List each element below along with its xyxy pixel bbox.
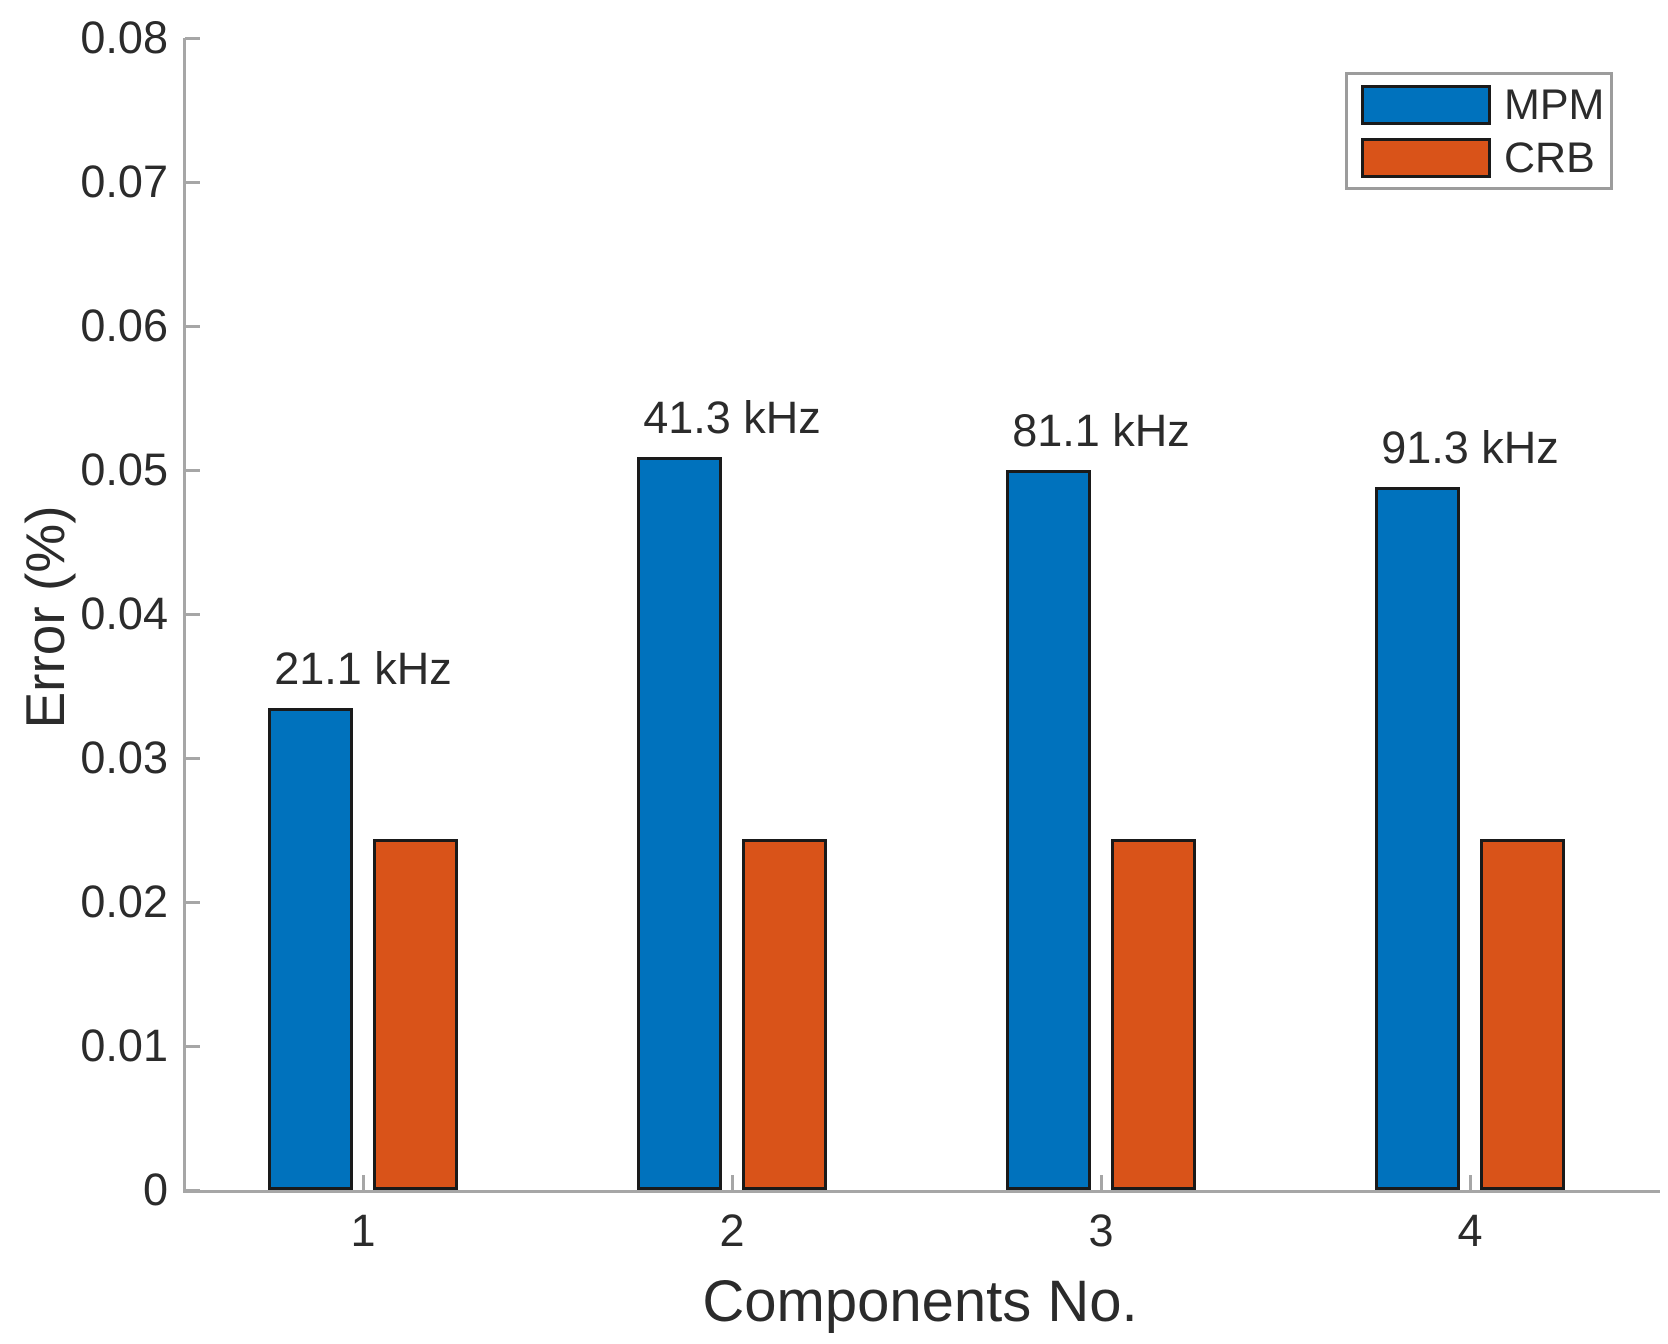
legend-entry-mpm: MPM <box>1361 80 1610 129</box>
bar-mpm-4 <box>1375 487 1460 1190</box>
y-tick-label: 0.06 <box>80 300 168 351</box>
legend-label-crb: CRB <box>1504 133 1595 182</box>
legend-entry-crb: CRB <box>1361 133 1610 182</box>
legend-swatch-mpm <box>1361 84 1491 125</box>
x-tick-label: 2 <box>719 1205 745 1256</box>
y-tick-label: 0.07 <box>80 156 168 207</box>
legend: MPM CRB <box>1345 72 1613 190</box>
y-tick-label: 0 <box>142 1164 168 1215</box>
y-tick <box>185 468 200 472</box>
y-tick <box>185 36 200 40</box>
bar-mpm-1 <box>268 707 353 1190</box>
x-tick <box>361 1175 365 1190</box>
legend-label-mpm: MPM <box>1504 80 1605 129</box>
bar-mpm-3 <box>1006 470 1091 1190</box>
legend-swatch-crb <box>1361 137 1491 178</box>
y-tick <box>185 324 200 328</box>
y-axis-spine <box>183 38 186 1193</box>
bar-crb-2 <box>742 838 827 1190</box>
x-tick <box>730 1175 734 1190</box>
x-tick <box>1099 1175 1103 1190</box>
y-tick <box>185 1188 200 1192</box>
y-tick <box>185 180 200 184</box>
bar-crb-1 <box>373 838 458 1190</box>
bar-mpm-2 <box>637 457 722 1190</box>
bar-annotation: 91.3 kHz <box>1381 422 1559 474</box>
y-tick-label: 0.05 <box>80 444 168 495</box>
y-tick-label: 0.04 <box>80 588 168 639</box>
x-tick-label: 3 <box>1088 1205 1114 1256</box>
bar-annotation: 81.1 kHz <box>1012 405 1190 456</box>
y-tick-label: 0.03 <box>80 732 168 783</box>
y-axis-title: Error (%) <box>14 505 76 729</box>
x-tick-label: 4 <box>1457 1205 1483 1256</box>
x-tick <box>1468 1175 1472 1190</box>
y-tick <box>185 756 200 760</box>
x-axis-spine <box>183 1190 1660 1193</box>
y-tick-label: 0.01 <box>80 1020 168 1071</box>
y-tick <box>185 612 200 616</box>
y-tick <box>185 1044 200 1048</box>
x-axis-title: Components No. <box>702 1269 1138 1334</box>
x-tick-label: 1 <box>350 1205 376 1256</box>
y-tick-label: 0.02 <box>80 876 168 927</box>
bar-annotation: 21.1 kHz <box>274 642 452 694</box>
y-tick <box>185 900 200 904</box>
bar-crb-3 <box>1111 838 1196 1190</box>
bar-crb-4 <box>1480 838 1565 1190</box>
y-tick-label: 0.08 <box>80 12 168 63</box>
bar-annotation: 41.3 kHz <box>643 392 821 444</box>
